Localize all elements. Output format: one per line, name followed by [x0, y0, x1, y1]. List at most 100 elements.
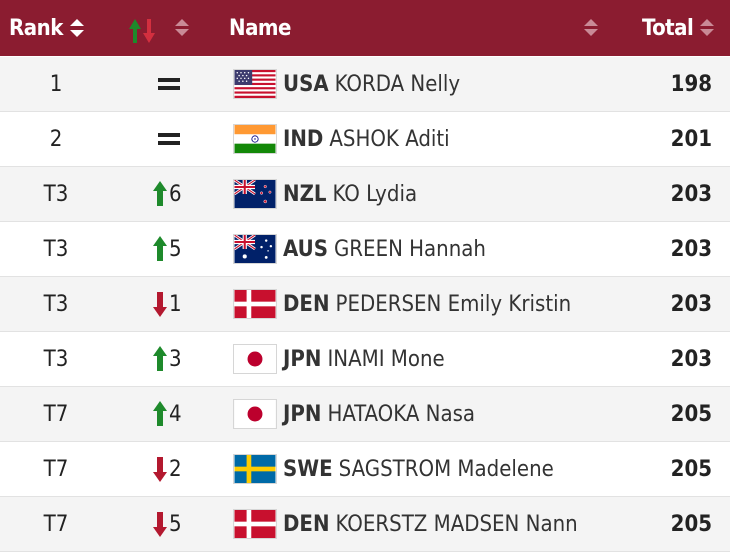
total-score: 198	[670, 71, 712, 97]
player-name[interactable]: PEDERSEN Emily Kristin	[335, 291, 572, 317]
up-arrow-icon	[153, 346, 167, 372]
movement-cell: 2	[150, 442, 200, 496]
movement-cell: 5	[150, 222, 200, 276]
total-column-header[interactable]: Total	[642, 0, 715, 56]
sort-arrows-icon[interactable]	[175, 17, 189, 39]
rank-cell: 1	[49, 71, 63, 97]
rank-column-header[interactable]: Rank	[9, 0, 84, 56]
country-code: SWE	[283, 456, 333, 482]
down-arrow-icon	[153, 511, 167, 537]
down-arrow-icon	[153, 291, 167, 317]
total-score: 201	[670, 126, 712, 152]
red-down-arrow-icon	[143, 19, 155, 43]
australia-flag-icon	[233, 234, 277, 264]
player-cell[interactable]: IND ASHOK Aditi	[233, 112, 578, 166]
table-row[interactable]: 1 USA KORDA Nelly 198	[0, 57, 730, 112]
table-row[interactable]: T7 4 JPN HATAOKA Nasa 205	[0, 387, 730, 442]
table-row[interactable]: T7 2 SWE SAGSTROM Madelene 205	[0, 442, 730, 497]
sort-arrows-icon[interactable]	[584, 17, 598, 39]
total-score: 205	[670, 401, 712, 427]
movement-value: 5	[169, 511, 182, 537]
total-score: 203	[670, 181, 712, 207]
rank-cell: T7	[43, 401, 69, 427]
total-score: 203	[670, 291, 712, 317]
player-name[interactable]: SAGSTROM Madelene	[338, 456, 554, 482]
movement-cell: 4	[150, 387, 200, 441]
player-cell[interactable]: SWE SAGSTROM Madelene	[233, 442, 578, 496]
movement-value: 6	[169, 181, 182, 207]
japan-flag-icon	[233, 344, 277, 374]
player-cell[interactable]: USA KORDA Nelly	[233, 57, 578, 111]
player-name[interactable]: ASHOK Aditi	[329, 126, 450, 152]
up-arrow-icon	[153, 401, 167, 427]
rank-cell: T3	[43, 346, 69, 372]
movement-cell	[150, 57, 200, 111]
country-code: USA	[283, 71, 329, 97]
player-cell[interactable]: DEN KOERSTZ MADSEN Nann	[233, 497, 578, 551]
up-arrow-icon	[153, 236, 167, 262]
player-name[interactable]: GREEN Hannah	[333, 236, 486, 262]
down-arrow-icon	[153, 456, 167, 482]
country-code: DEN	[283, 511, 330, 537]
usa-flag-icon	[233, 69, 277, 99]
up-arrow-icon	[153, 181, 167, 207]
rank-cell: T7	[43, 456, 69, 482]
table-row[interactable]: T7 5 DEN KOERSTZ MADSEN Nann 205	[0, 497, 730, 552]
movement-column-header[interactable]	[128, 18, 158, 43]
player-name[interactable]: HATAOKA Nasa	[327, 401, 476, 427]
movement-value: 4	[169, 401, 182, 427]
player-cell[interactable]: DEN PEDERSEN Emily Kristin	[233, 277, 578, 331]
movement-cell: 3	[150, 332, 200, 386]
rank-cell: T7	[43, 511, 69, 537]
total-score: 203	[670, 236, 712, 262]
movement-sort[interactable]	[168, 0, 189, 56]
new-zealand-flag-icon	[233, 179, 277, 209]
name-sort[interactable]	[577, 0, 598, 56]
table-row[interactable]: T3 5 AUS GREEN Hannah 203	[0, 222, 730, 277]
player-name[interactable]: KOERSTZ MADSEN Nann	[335, 511, 578, 537]
sort-arrows-icon[interactable]	[700, 17, 715, 39]
sort-arrows-icon[interactable]	[69, 17, 84, 39]
player-cell[interactable]: AUS GREEN Hannah	[233, 222, 578, 276]
movement-cell: 6	[150, 167, 200, 221]
table-row[interactable]: T3 1 DEN PEDERSEN Emily Kristin 203	[0, 277, 730, 332]
player-name[interactable]: KORDA Nelly	[334, 71, 461, 97]
player-cell[interactable]: JPN INAMI Mone	[233, 332, 578, 386]
no-change-icon	[158, 132, 180, 146]
total-score: 203	[670, 346, 712, 372]
india-flag-icon	[233, 124, 277, 154]
rank-cell: T3	[43, 181, 69, 207]
player-cell[interactable]: JPN HATAOKA Nasa	[233, 387, 578, 441]
total-header-label: Total	[642, 15, 694, 41]
total-score: 205	[670, 511, 712, 537]
green-up-arrow-icon	[129, 19, 141, 43]
player-name[interactable]: KO Lydia	[332, 181, 418, 207]
leaderboard-header: Rank Name Total	[0, 0, 730, 56]
no-change-icon	[158, 77, 180, 91]
country-code: DEN	[283, 291, 330, 317]
movement-cell: 5	[150, 497, 200, 551]
movement-value: 2	[169, 456, 182, 482]
player-cell[interactable]: NZL KO Lydia	[233, 167, 578, 221]
movement-value: 5	[169, 236, 182, 262]
name-header-label: Name	[229, 15, 291, 41]
rank-cell: T3	[43, 291, 69, 317]
movement-cell	[150, 112, 200, 166]
denmark-flag-icon	[233, 289, 277, 319]
name-column-header[interactable]: Name	[229, 0, 291, 56]
table-row[interactable]: 2 IND ASHOK Aditi 201	[0, 112, 730, 167]
country-code: AUS	[283, 236, 328, 262]
denmark-flag-icon	[233, 509, 277, 539]
country-code: JPN	[283, 346, 322, 372]
country-code: IND	[283, 126, 324, 152]
player-name[interactable]: INAMI Mone	[327, 346, 445, 372]
movement-value: 1	[169, 291, 182, 317]
table-row[interactable]: T3 3 JPN INAMI Mone 203	[0, 332, 730, 387]
country-code: JPN	[283, 401, 322, 427]
country-code: NZL	[283, 181, 327, 207]
table-row[interactable]: T3 6 NZL KO Lydia 203	[0, 167, 730, 222]
total-score: 205	[670, 456, 712, 482]
sweden-flag-icon	[233, 454, 277, 484]
movement-cell: 1	[150, 277, 200, 331]
